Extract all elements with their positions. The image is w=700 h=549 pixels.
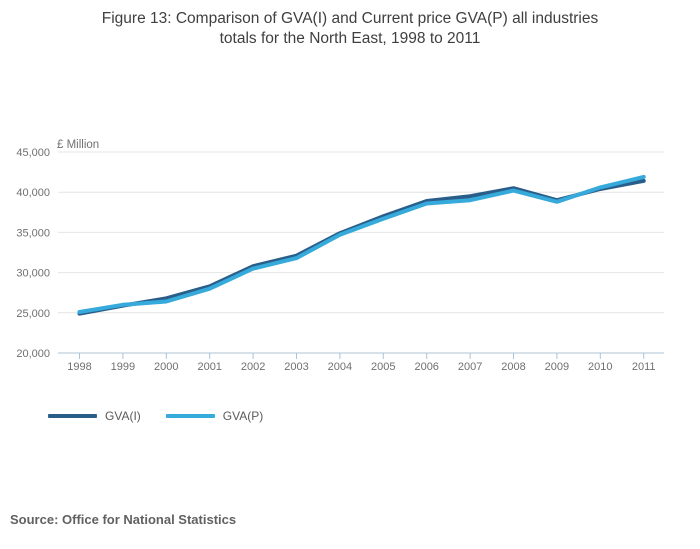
y-tick-label: 20,000 <box>16 348 50 360</box>
y-tick-label: 45,000 <box>16 147 50 159</box>
figure-title-line-2: totals for the North East, 1998 to 2011 <box>219 30 481 47</box>
x-tick-label: 2000 <box>154 361 178 373</box>
x-tick-label: 2002 <box>241 361 265 373</box>
x-tick-label: 2009 <box>545 361 569 373</box>
x-tick-label: 2007 <box>458 361 482 373</box>
x-tick-label: 2006 <box>414 361 438 373</box>
legend-swatch-gvai-icon <box>48 414 97 418</box>
series-line-gvap <box>77 174 646 314</box>
y-tick-label: 25,000 <box>16 308 50 320</box>
figure-title: Figure 13: Comparison of GVA(I) and Curr… <box>0 9 700 49</box>
x-tick-label: 1998 <box>67 361 91 373</box>
x-tick-label: 2010 <box>588 361 612 373</box>
x-tick-label: 2008 <box>501 361 525 373</box>
figure-title-line-1: Figure 13: Comparison of GVA(I) and Curr… <box>101 10 599 27</box>
y-tick-label: 30,000 <box>16 268 50 280</box>
legend-item-gvai: GVA(I) <box>48 409 141 423</box>
unit-label: £ Million <box>57 139 99 151</box>
legend-label-gvai: GVA(I) <box>105 409 141 423</box>
legend-swatch-gvap-icon <box>165 414 215 418</box>
chart-legend: GVA(I) GVA(P) <box>48 409 263 423</box>
legend-item-gvap: GVA(P) <box>165 409 264 423</box>
gva-line-chart: 20,000 25,000 30,000 35,000 40,000 45,000 £ Mi… <box>16 139 664 373</box>
x-tick-label: 2011 <box>632 361 656 373</box>
x-tick-label: 2001 <box>197 361 221 373</box>
legend-label-gvap: GVA(P) <box>222 409 264 423</box>
x-tick-label: 1999 <box>111 361 135 373</box>
y-tick-label: 40,000 <box>16 187 50 199</box>
x-tick-label: 2003 <box>284 361 308 373</box>
y-tick-label: 35,000 <box>16 227 50 239</box>
source-note: Source: Office for National Statistics <box>10 512 237 527</box>
x-tick-label: 2004 <box>328 361 352 373</box>
x-tick-label: 2005 <box>371 361 395 373</box>
